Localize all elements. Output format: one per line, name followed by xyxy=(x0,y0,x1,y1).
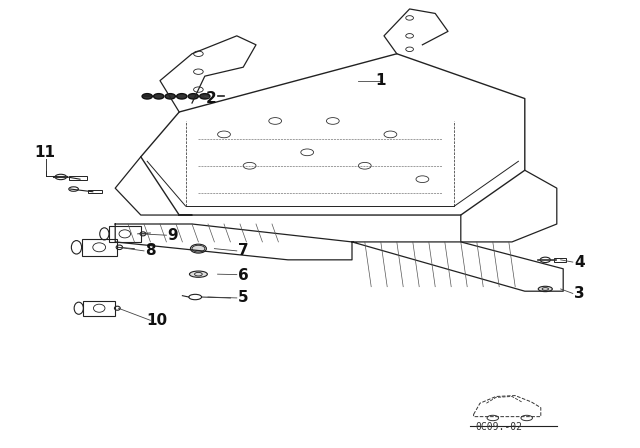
Bar xyxy=(109,226,141,241)
Bar xyxy=(88,190,102,193)
Bar xyxy=(554,258,566,262)
Ellipse shape xyxy=(154,94,164,99)
Text: 6: 6 xyxy=(238,268,248,283)
Ellipse shape xyxy=(177,94,187,99)
Text: 3: 3 xyxy=(574,286,584,301)
Text: 10: 10 xyxy=(146,313,168,328)
Text: 11: 11 xyxy=(35,145,55,160)
Text: 7: 7 xyxy=(238,243,248,258)
Text: 1: 1 xyxy=(376,73,386,88)
Ellipse shape xyxy=(189,271,207,277)
Ellipse shape xyxy=(165,94,175,99)
Ellipse shape xyxy=(142,94,152,99)
Ellipse shape xyxy=(191,244,206,253)
Text: 5: 5 xyxy=(238,290,248,306)
Text: 4: 4 xyxy=(574,254,584,270)
Ellipse shape xyxy=(188,94,198,99)
Ellipse shape xyxy=(200,94,210,99)
Ellipse shape xyxy=(538,286,552,292)
Bar xyxy=(83,301,115,316)
Text: 9: 9 xyxy=(168,228,178,243)
Bar xyxy=(82,239,116,256)
Text: 0C09.-02: 0C09.-02 xyxy=(476,422,523,432)
Text: 2: 2 xyxy=(206,91,216,106)
Text: 8: 8 xyxy=(145,243,156,258)
Bar xyxy=(69,176,87,180)
